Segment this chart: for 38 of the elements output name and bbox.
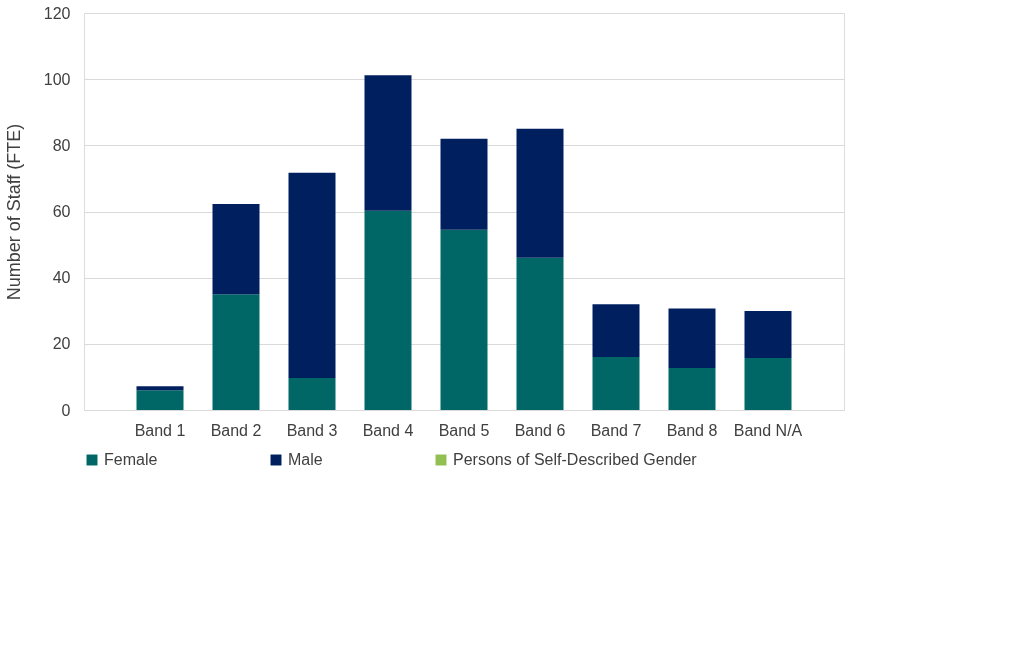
bar <box>136 386 184 391</box>
x-tick-label: Band 2 <box>210 421 262 439</box>
x-tick-label: Band 6 <box>514 421 566 439</box>
bar <box>516 257 564 410</box>
bar <box>212 203 260 295</box>
bar <box>440 138 488 230</box>
bar <box>212 294 260 410</box>
x-tick-label: Band 5 <box>438 421 490 439</box>
legend-label: Female <box>104 451 158 468</box>
y-tick-label: 100 <box>43 70 71 88</box>
bar <box>744 358 792 410</box>
bar <box>592 304 640 358</box>
bar <box>288 377 336 410</box>
x-tick-label: Band 7 <box>590 421 642 439</box>
bar <box>744 311 792 359</box>
bar <box>364 210 412 410</box>
y-tick-label: 20 <box>52 335 71 353</box>
y-tick-label: 60 <box>52 203 71 220</box>
y-tick-label: 120 <box>43 4 71 22</box>
legend-label: Male <box>288 451 323 468</box>
y-axis-title: Number of Staff (FTE) <box>3 123 24 301</box>
bar <box>136 390 184 410</box>
bar <box>364 75 412 211</box>
x-tick-label: Band 3 <box>286 421 338 439</box>
bar <box>668 308 716 368</box>
y-tick-label: 80 <box>52 136 71 154</box>
y-tick-label: 40 <box>52 269 71 287</box>
bar <box>288 172 336 378</box>
bar <box>592 357 640 410</box>
bar <box>516 128 564 258</box>
legend-label: Persons of Self-Described Gender <box>453 451 698 468</box>
x-tick-label: Band 4 <box>362 421 414 439</box>
x-tick-label: Band N/A <box>733 421 803 439</box>
y-tick-label: 0 <box>61 401 71 419</box>
bar <box>668 367 716 410</box>
bar <box>440 229 488 410</box>
x-tick-label: Band 8 <box>666 421 718 439</box>
x-tick-label: Band 1 <box>134 421 186 439</box>
